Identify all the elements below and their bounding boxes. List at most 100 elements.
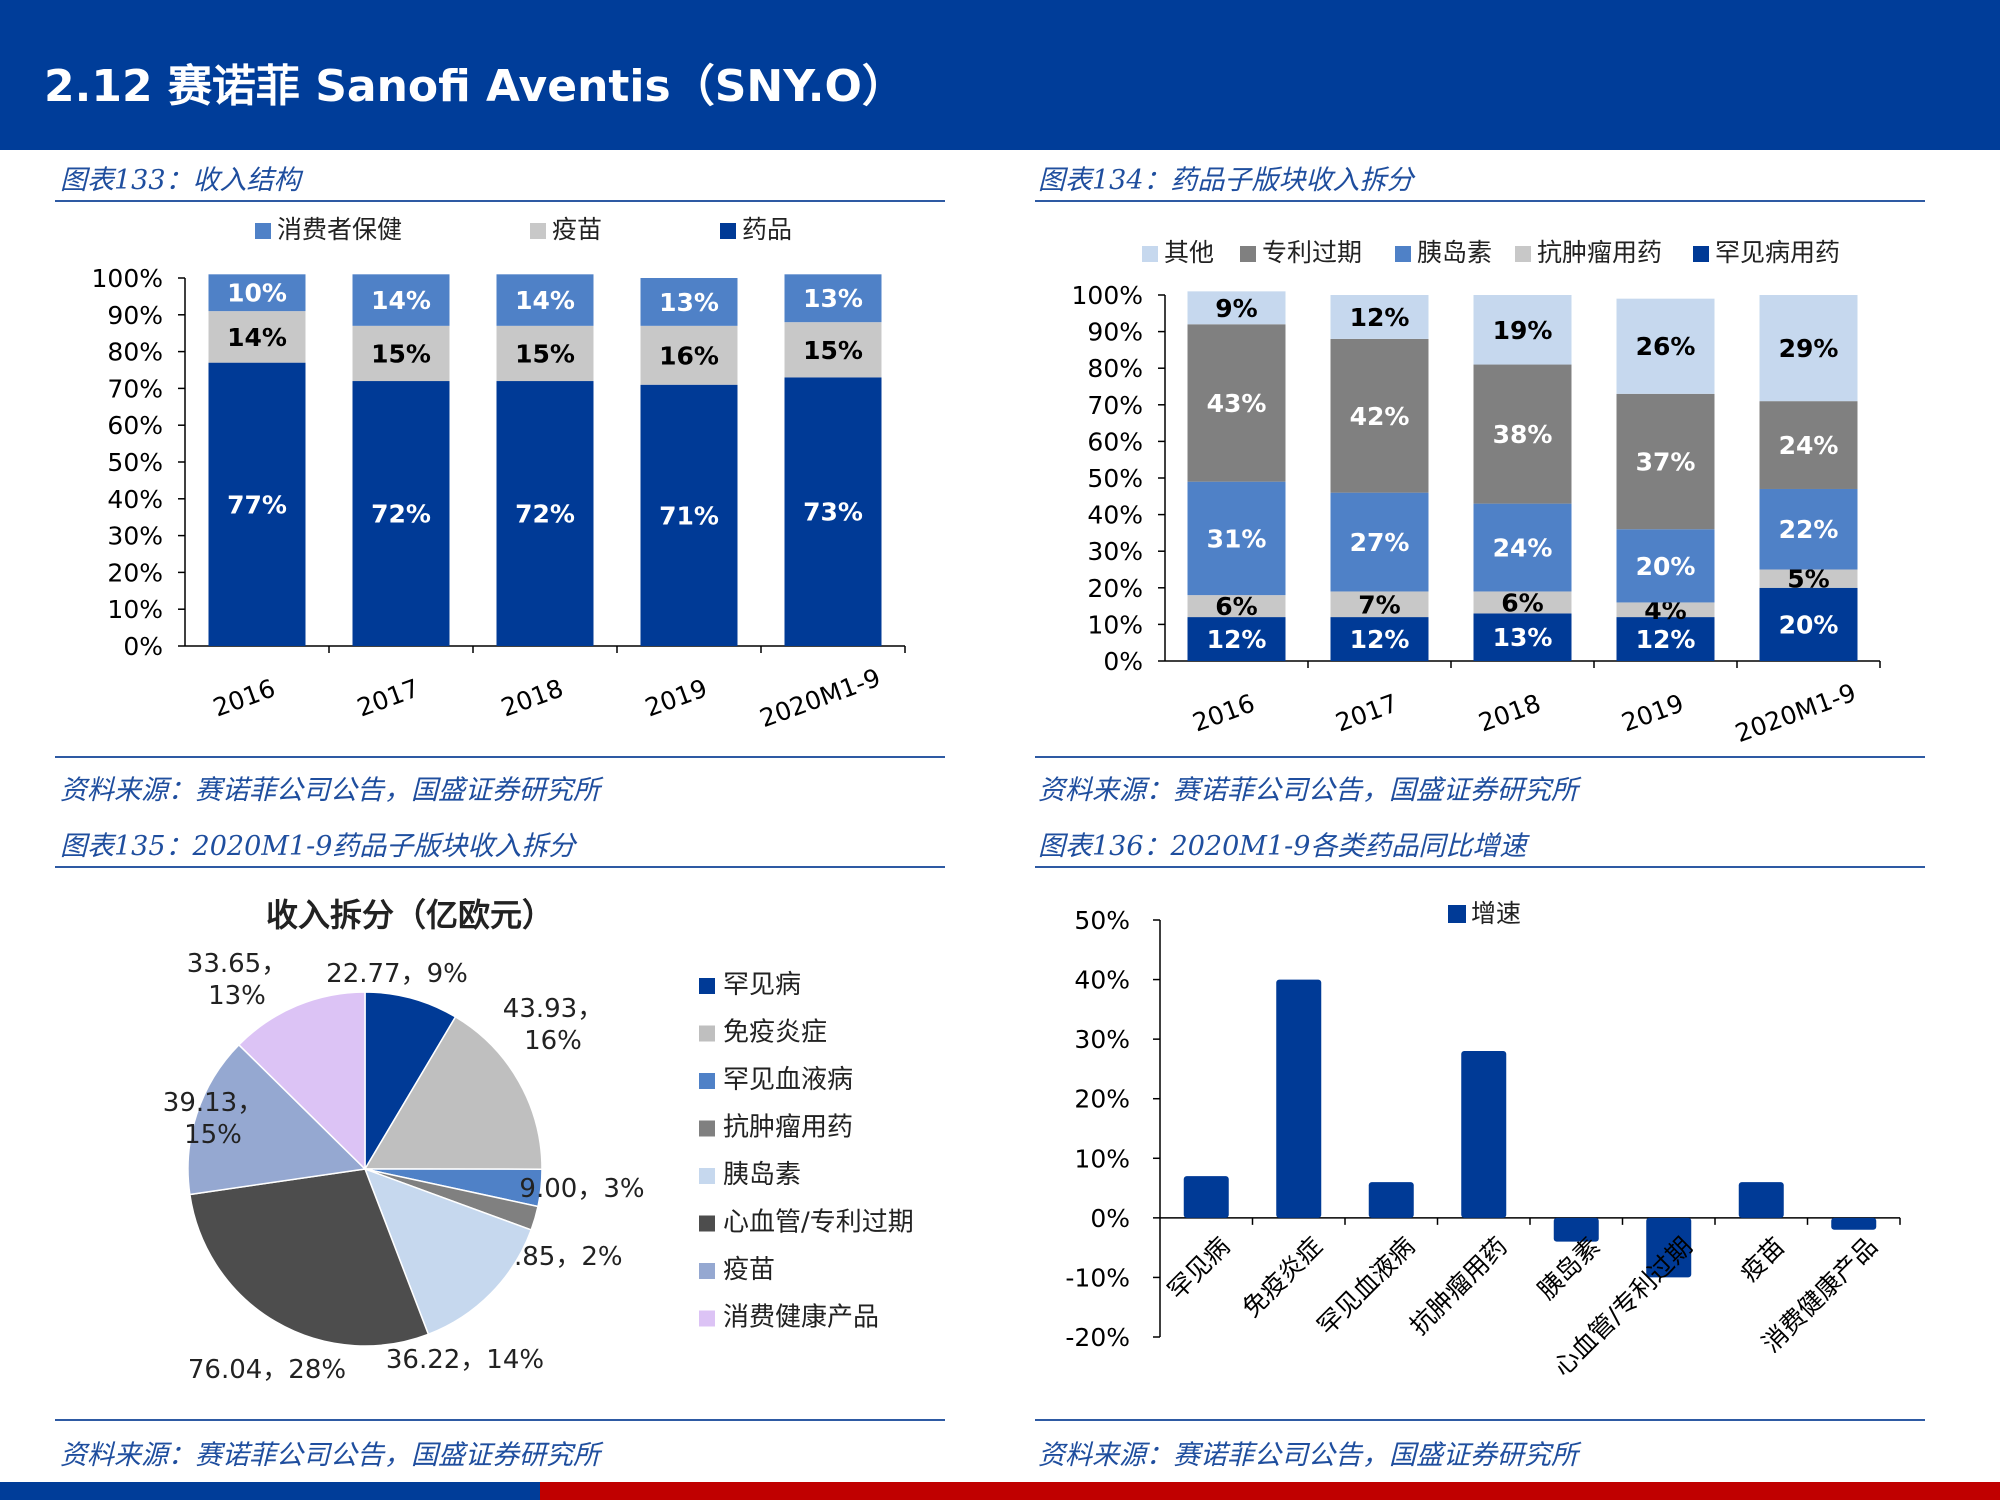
- chart-133-bottom-rule: [55, 756, 945, 758]
- bar-data-label: 12%: [1350, 303, 1410, 332]
- bar-segment: [352, 325, 450, 382]
- pie-data-label: 9.00，3%: [519, 1174, 644, 1204]
- chart-135-title: 图表135：2020M1-9药品子版块收入拆分: [60, 831, 576, 862]
- y-tick-label: 0%: [123, 632, 163, 661]
- bar-segment: [1330, 617, 1429, 661]
- bar-data-label: 26%: [1636, 332, 1696, 361]
- legend-swatch-5: [699, 1215, 715, 1232]
- chart-136-bottom-rule: [1035, 1419, 1925, 1421]
- legend-swatch-0: [1448, 905, 1466, 923]
- footer-bar-blue: [0, 1482, 540, 1500]
- bar-data-label: 43%: [1207, 389, 1267, 418]
- chart-136-title: 图表136：2020M1-9各类药品同比增速: [1038, 831, 1527, 862]
- bar-data-label: 24%: [1493, 534, 1553, 563]
- pie-data-label: 13%: [208, 981, 266, 1011]
- growth-bar: [1831, 1217, 1877, 1230]
- bar-data-label: 20%: [1779, 610, 1839, 639]
- bar-segment: [640, 384, 738, 646]
- legend-label-1: 免疫炎症: [723, 1018, 827, 1048]
- bar-data-label: 15%: [515, 339, 575, 368]
- pie-data-label: 33.65，: [187, 949, 287, 979]
- bar-segment: [1759, 295, 1858, 402]
- y-tick-label: 90%: [107, 301, 163, 330]
- x-tick-label: 2019: [1618, 689, 1688, 738]
- bar-data-label: 73%: [803, 498, 863, 527]
- y-tick-label: 80%: [1087, 354, 1143, 383]
- legend-label-0: 其他: [1164, 238, 1214, 267]
- bar-data-label: 12%: [1350, 625, 1410, 654]
- bar-segment: [1759, 401, 1858, 489]
- x-tick-label: 2016: [209, 674, 279, 723]
- y-tick-label: 0%: [1090, 1204, 1130, 1233]
- pie-data-label: 76.04，28%: [188, 1355, 346, 1385]
- legend-swatch-1: [530, 223, 546, 239]
- y-tick-label: 90%: [1087, 318, 1143, 347]
- bar-data-label: 6%: [1215, 592, 1257, 621]
- bar-data-label: 12%: [1636, 625, 1696, 654]
- legend-label-2: 药品: [742, 215, 792, 244]
- bar-segment: [1330, 338, 1429, 493]
- chart-134-source: 资料来源：赛诺菲公司公告，国盛证券研究所: [1038, 775, 1578, 806]
- bar-segment: [1616, 529, 1715, 603]
- pie-slice: [188, 1168, 430, 1347]
- bar-data-label: 7%: [1358, 590, 1400, 619]
- chart-134-top-rule: [1035, 200, 1925, 202]
- chart-135-top-rule: [55, 866, 945, 868]
- bar-segment: [1187, 481, 1286, 596]
- growth-bar: [1738, 1182, 1784, 1218]
- bar-data-label: 77%: [227, 490, 287, 519]
- chart-134-title: 图表134：药品子版块收入拆分: [1038, 165, 1414, 196]
- bar-data-label: 13%: [659, 288, 719, 317]
- bar-segment: [1473, 613, 1572, 661]
- pie-slice: [363, 1167, 533, 1336]
- chart-134-bottom-rule: [1035, 756, 1925, 758]
- y-tick-label: 70%: [1087, 391, 1143, 420]
- bar-segment: [640, 278, 738, 326]
- x-tick-label: 罕见病: [1162, 1232, 1236, 1306]
- y-tick-label: 20%: [1087, 574, 1143, 603]
- y-tick-label: 100%: [92, 264, 163, 293]
- bar-segment: [784, 274, 882, 323]
- pie-data-label: 39.13，: [163, 1088, 263, 1118]
- bar-segment: [496, 381, 594, 646]
- pie-data-label: 43.93，: [503, 994, 603, 1024]
- legend-swatch-3: [699, 1120, 715, 1137]
- legend-swatch-7: [699, 1310, 715, 1327]
- y-tick-label: 100%: [1072, 281, 1143, 310]
- legend-swatch-4: [699, 1168, 715, 1184]
- bar-segment: [1616, 617, 1715, 661]
- y-tick-label: 40%: [1074, 966, 1130, 995]
- chart-135: 收入拆分（亿欧元） 22.77，9% 罕见病 43.93，16% 免疫炎症 9.00，3%…: [163, 896, 914, 1385]
- bar-data-label: 14%: [371, 286, 431, 315]
- y-tick-label: 80%: [107, 338, 163, 367]
- bar-data-label: 24%: [1779, 431, 1839, 460]
- y-tick-label: 40%: [107, 485, 163, 514]
- legend-swatch-4: [1693, 246, 1709, 262]
- footer-bar-red: [540, 1482, 2000, 1500]
- bar-data-label: 14%: [515, 286, 575, 315]
- bar-segment: [1187, 291, 1286, 325]
- bar-segment: [1330, 591, 1429, 618]
- legend-swatch-2: [1395, 246, 1411, 262]
- bar-data-label: 72%: [515, 500, 575, 529]
- bar-segment: [1187, 595, 1286, 618]
- chart-135-bottom-rule: [55, 1419, 945, 1421]
- y-tick-label: 0%: [1103, 647, 1143, 676]
- x-tick-label: 2017: [1332, 689, 1402, 738]
- bar-data-label: 20%: [1636, 552, 1696, 581]
- bar-segment: [496, 325, 594, 382]
- bar-data-label: 13%: [803, 284, 863, 313]
- bar-data-label: 29%: [1779, 334, 1839, 363]
- legend-swatch-3: [1515, 246, 1531, 262]
- bar-segment: [1759, 569, 1858, 588]
- growth-bar: [1183, 1176, 1229, 1218]
- legend-label-2: 罕见血液病: [723, 1065, 853, 1095]
- bar-segment: [1187, 617, 1286, 661]
- bar-segment: [1616, 393, 1715, 530]
- bar-data-label: 72%: [371, 500, 431, 529]
- legend-swatch-1: [1240, 246, 1256, 262]
- pie-data-label: 15%: [184, 1120, 242, 1150]
- header-band: 2.12 赛诺菲 Sanofi Aventis（SNY.O）: [0, 0, 2000, 150]
- chart-135-source: 资料来源：赛诺菲公司公告，国盛证券研究所: [60, 1440, 600, 1471]
- x-tick-label: 胰岛素: [1532, 1232, 1606, 1306]
